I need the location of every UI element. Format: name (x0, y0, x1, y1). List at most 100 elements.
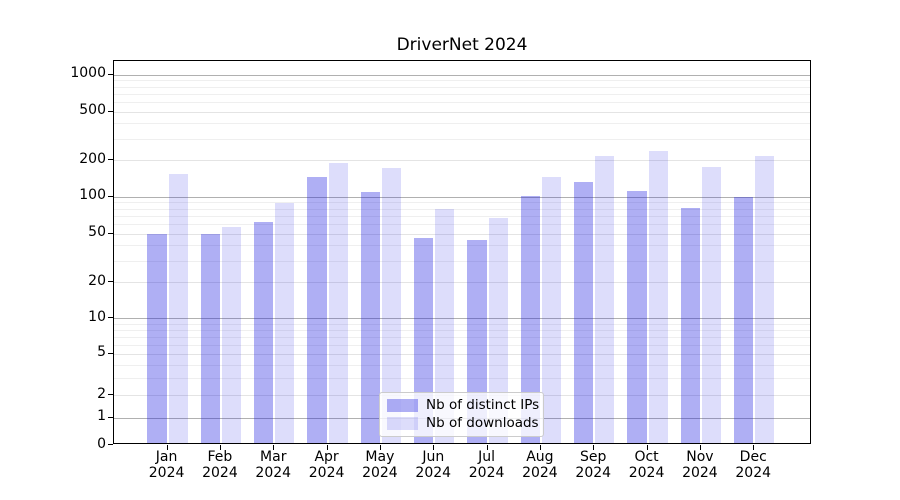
gridline-minor (114, 260, 810, 262)
y-tick-mark (108, 416, 113, 418)
bar-downloads-mar (275, 203, 295, 443)
gridline-10 (114, 318, 810, 320)
bar-distinct-ips-feb (200, 233, 220, 443)
bar-downloads-jun (435, 208, 455, 443)
x-tick-label: May 2024 (362, 449, 398, 481)
legend-item-downloads: Nb of downloads (387, 415, 539, 432)
y-tick-label: 200 (79, 150, 106, 167)
gridline-5 (114, 353, 810, 355)
gridline-200 (114, 160, 810, 162)
x-tick-mark (433, 445, 435, 450)
x-tick-mark (166, 445, 168, 450)
y-tick-label: 5 (97, 344, 106, 361)
x-tick-label: Oct 2024 (628, 449, 665, 481)
y-tick-label: 20 (88, 272, 106, 289)
x-tick-label: Dec 2024 (735, 449, 772, 481)
gridline-minor (114, 336, 810, 338)
bar-distinct-ips-oct (627, 190, 647, 443)
y-tick-mark (108, 281, 113, 283)
legend-item-distinct-ips: Nb of distinct IPs (387, 397, 539, 414)
y-tick-mark (108, 110, 113, 112)
distinct-ips-swatch-icon (387, 399, 418, 413)
gridline-minor (114, 86, 810, 88)
bar-downloads-aug (541, 177, 562, 443)
gridline-minor (114, 101, 810, 103)
gridline-100 (114, 196, 810, 198)
bar-downloads-feb (221, 226, 242, 443)
x-tick-mark (699, 445, 701, 450)
x-tick-mark (753, 445, 755, 450)
gridline-minor (114, 208, 810, 210)
y-tick-mark (108, 317, 113, 319)
gridline-minor (114, 364, 810, 366)
gridline-500 (114, 111, 810, 113)
y-tick-mark (108, 352, 113, 354)
gridline-minor (114, 223, 810, 225)
bar-distinct-ips-nov (680, 208, 700, 443)
gridline-minor (114, 378, 810, 380)
bar-downloads-apr (328, 162, 348, 443)
x-tick-label: Jan 2024 (148, 449, 185, 481)
legend-label: Nb of distinct IPs (426, 397, 540, 414)
bar-distinct-ips-sep (574, 181, 594, 443)
x-tick-label: Aug 2024 (522, 449, 558, 481)
y-tick-label: 0 (97, 435, 106, 452)
bar-distinct-ips-apr (307, 177, 327, 443)
bar-downloads-jan (168, 174, 188, 443)
gridline-minor (114, 330, 810, 331)
y-tick-label: 2 (97, 385, 106, 402)
gridline-minor (114, 138, 810, 140)
gridline-50 (114, 233, 810, 235)
gridline-minor (114, 215, 810, 217)
bar-downloads-may (381, 167, 402, 443)
x-tick-label: Jun 2024 (415, 449, 452, 481)
gridline-minor (114, 344, 810, 346)
bar-distinct-ips-dec (734, 196, 754, 443)
x-tick-label: Feb 2024 (202, 449, 238, 481)
x-tick-mark (379, 445, 381, 450)
x-tick-label: Apr 2024 (308, 449, 345, 481)
gridline-minor (114, 245, 810, 247)
legend: Nb of distinct IPs Nb of downloads (379, 392, 544, 437)
x-tick-mark (219, 445, 221, 450)
bar-distinct-ips-jan (147, 233, 167, 443)
x-tick-label: Nov 2024 (682, 449, 718, 481)
x-tick-label: Jul 2024 (468, 449, 505, 481)
x-tick-mark (539, 445, 541, 450)
x-tick-mark (326, 445, 328, 450)
bar-downloads-sep (595, 156, 615, 443)
x-tick-label: Mar 2024 (255, 449, 292, 481)
y-tick-mark (108, 159, 113, 161)
x-tick-mark (646, 445, 648, 450)
bar-distinct-ips-may (360, 192, 380, 443)
y-tick-label: 10 (88, 308, 106, 325)
y-tick-label: 50 (88, 224, 106, 241)
x-tick-mark (593, 445, 595, 450)
bar-distinct-ips-jun (414, 238, 434, 443)
gridline-20 (114, 282, 810, 284)
chart-title: DriverNet 2024 (396, 35, 528, 55)
gridline-minor (114, 93, 810, 95)
y-tick-mark (108, 232, 113, 234)
y-tick-mark (108, 444, 113, 445)
gridline-minor (114, 123, 810, 125)
plot-area (113, 60, 811, 444)
bar-downloads-jul (488, 218, 508, 443)
y-tick-label: 500 (79, 102, 106, 119)
y-tick-mark (108, 195, 113, 197)
bars-layer (114, 61, 810, 443)
bar-distinct-ips-aug (520, 195, 540, 443)
gridline-1000 (114, 74, 810, 76)
gridline-minor (114, 323, 810, 325)
bar-downloads-oct (648, 151, 668, 443)
bar-distinct-ips-mar (254, 222, 274, 443)
y-tick-label: 1000 (70, 65, 106, 82)
y-tick-label: 1 (97, 408, 106, 425)
bar-downloads-nov (701, 166, 722, 443)
downloads-swatch-icon (387, 416, 418, 430)
y-tick-mark (108, 394, 113, 396)
gridline-minor (114, 80, 810, 82)
x-tick-mark (273, 445, 275, 450)
y-tick-mark (108, 73, 113, 75)
